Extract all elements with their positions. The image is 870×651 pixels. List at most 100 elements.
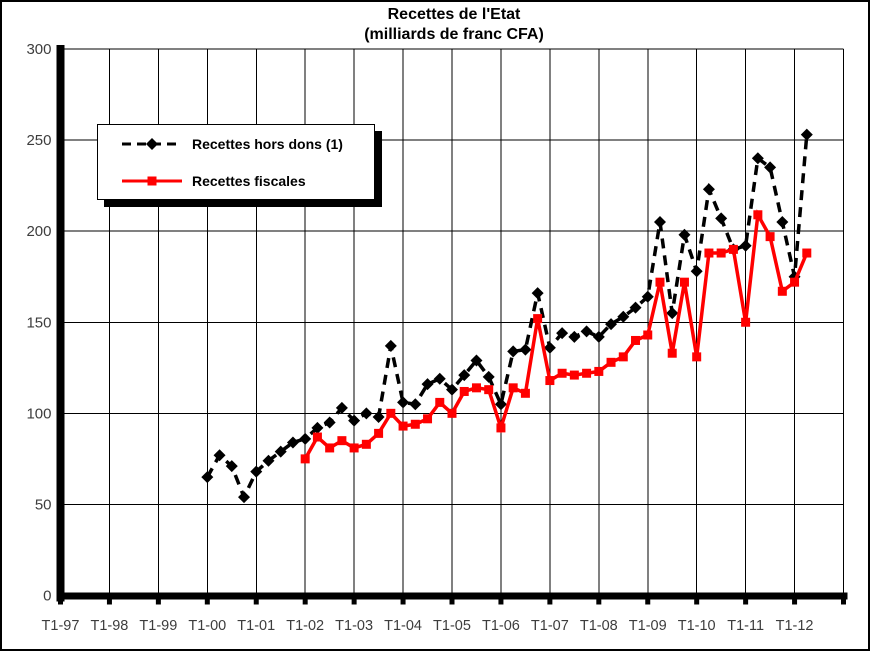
diamond-marker (348, 414, 361, 427)
legend-label: Recettes hors dons (1) (192, 135, 343, 152)
y-tick-label: 100 (26, 405, 51, 422)
y-axis (56, 45, 65, 602)
diamond-marker (311, 421, 324, 434)
x-tick (204, 598, 210, 605)
square-marker (790, 277, 800, 287)
x-tick-label: T1-98 (90, 618, 128, 634)
diamond-marker (690, 265, 703, 278)
x-tick (253, 598, 259, 605)
x-tick (498, 598, 504, 605)
square-marker (716, 248, 726, 258)
series-fiscales (300, 209, 812, 464)
diamond-marker (299, 432, 312, 445)
diamond-marker (421, 378, 434, 391)
square-marker (741, 317, 751, 327)
square-marker (423, 414, 433, 424)
square-marker (545, 376, 555, 386)
diamond-marker (213, 449, 226, 462)
square-marker (447, 408, 457, 418)
diamond-marker (250, 465, 263, 478)
square-marker (569, 370, 579, 380)
square-marker (471, 383, 481, 393)
diamond-marker (446, 383, 458, 396)
x-tick-label: T1-00 (188, 618, 226, 634)
legend-label: Recettes fiscales (192, 172, 306, 189)
square-marker (533, 314, 543, 324)
diamond-marker (531, 287, 544, 300)
diamond-marker (507, 345, 520, 358)
x-tick (841, 598, 846, 605)
x-tick (400, 598, 406, 605)
legend-item-hors-dons: Recettes hors dons (1) (122, 136, 374, 152)
chart-legend: Recettes hors dons (1) Recettes fiscales (97, 124, 375, 200)
square-marker (606, 357, 616, 367)
diamond-marker (286, 436, 299, 449)
x-tick (694, 598, 700, 605)
diamond-marker (702, 183, 715, 196)
x-tick-label: T1-12 (776, 618, 814, 634)
square-marker (435, 397, 445, 407)
legend-sample-marker (146, 137, 158, 150)
series-hors-dons (201, 128, 813, 504)
square-marker (667, 348, 677, 358)
diamond-marker (384, 339, 397, 352)
diamond-marker (653, 216, 666, 229)
diamond-marker (751, 152, 764, 165)
diamond-marker (764, 161, 777, 174)
square-marker (410, 419, 420, 429)
chart-subtitle: (milliards de franc CFA) (364, 26, 544, 43)
square-marker (337, 436, 347, 446)
y-tick-label: 300 (26, 41, 51, 58)
x-tick-label: T1-08 (580, 618, 618, 634)
square-marker (655, 277, 665, 287)
x-tick-label: T1-99 (139, 618, 177, 634)
x-tick (743, 598, 749, 605)
diamond-marker (360, 407, 373, 420)
diamond-marker (470, 354, 483, 367)
diamond-marker (629, 301, 642, 314)
square-marker (728, 244, 738, 254)
square-marker (508, 383, 518, 393)
diamond-marker (225, 460, 238, 473)
diamond-marker (238, 491, 251, 504)
diamond-marker (262, 454, 275, 467)
diamond-marker (201, 471, 214, 484)
x-tick-label: T1-07 (531, 618, 569, 634)
diamond-marker (323, 416, 336, 429)
x-tick (596, 598, 602, 605)
y-tick-label: 150 (26, 314, 51, 331)
diamond-marker (409, 398, 422, 411)
diamond-marker (592, 330, 605, 343)
diamond-marker (543, 341, 556, 354)
x-tick (155, 598, 161, 605)
diamond-marker (776, 216, 789, 229)
diamond-marker (739, 239, 752, 252)
square-marker (777, 286, 787, 296)
diamond-marker (335, 401, 348, 414)
square-marker (582, 368, 592, 378)
square-marker (631, 335, 641, 345)
x-tick (351, 598, 357, 605)
square-marker (753, 210, 763, 220)
square-marker (312, 432, 322, 442)
y-tick-label: 0 (43, 588, 51, 605)
x-tick (645, 598, 651, 605)
diamond-marker (568, 330, 581, 343)
x-tick-label: T1-01 (237, 618, 275, 634)
square-marker (349, 443, 359, 453)
chart-title: Recettes de l'Etat (387, 6, 521, 23)
square-marker (325, 443, 335, 453)
chart-title-block: Recettes de l'Etat (milliards de franc C… (62, 5, 846, 45)
square-marker (361, 439, 371, 449)
x-tick-label: T1-06 (482, 618, 520, 634)
square-marker (398, 421, 408, 431)
x-tick-label: T1-03 (335, 618, 373, 634)
square-marker (643, 330, 653, 340)
diamond-marker (641, 290, 654, 303)
diamond-marker (494, 398, 507, 411)
x-tick (792, 598, 798, 605)
square-marker (520, 388, 530, 398)
square-marker (459, 386, 469, 396)
square-marker (300, 454, 310, 464)
x-tick-label: T1-05 (433, 618, 471, 634)
